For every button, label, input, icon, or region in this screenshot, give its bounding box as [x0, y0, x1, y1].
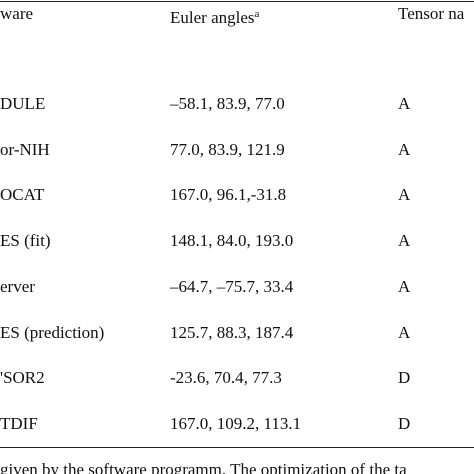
- bottom-rule: [0, 447, 474, 448]
- table-cell: D: [398, 368, 411, 388]
- superscript: a: [254, 8, 260, 20]
- table-cell: 167.0, 96.1,-31.8: [170, 185, 287, 205]
- table-cell: 167.0, 109.2, 113.1: [170, 413, 302, 433]
- top-rule: [0, 1, 474, 2]
- table-cell: 'SOR2: [0, 368, 45, 388]
- header-text: Euler angles: [170, 8, 255, 27]
- table-cell: 77.0, 83.9, 121.9: [170, 139, 285, 159]
- table-cell: D: [398, 413, 411, 433]
- table-cell: –58.1, 83.9, 77.0: [170, 94, 285, 113]
- table-cell: -23.6, 70.4, 77.3: [170, 368, 282, 388]
- header-cell: Euler anglesa: [170, 4, 259, 28]
- header-cell: Tensor na: [398, 4, 465, 23]
- table-cell: A: [398, 276, 411, 296]
- table-cell: A: [398, 185, 411, 205]
- table-cell: A: [398, 231, 411, 251]
- footnote: given by the software programm. The opti…: [0, 460, 407, 474]
- table-cell: A: [398, 139, 411, 159]
- table-cell: or-NIH: [0, 139, 50, 159]
- table-cell: erver: [0, 276, 35, 296]
- table-cell: TDIF: [0, 413, 38, 433]
- table-cell: A: [398, 94, 411, 113]
- table-cell: DULE: [0, 94, 46, 113]
- table-cell: 148.1, 84.0, 193.0: [170, 231, 294, 251]
- table-cell: ES (fit): [0, 231, 51, 251]
- table-cell: ES (prediction): [0, 322, 105, 342]
- header-cell: ware: [0, 4, 34, 23]
- table-cell: OCAT: [0, 185, 45, 205]
- table-cell: A: [398, 322, 411, 342]
- table-cell: 125.7, 88.3, 187.4: [170, 322, 294, 342]
- table-cell: –64.7, –75.7, 33.4: [170, 276, 294, 296]
